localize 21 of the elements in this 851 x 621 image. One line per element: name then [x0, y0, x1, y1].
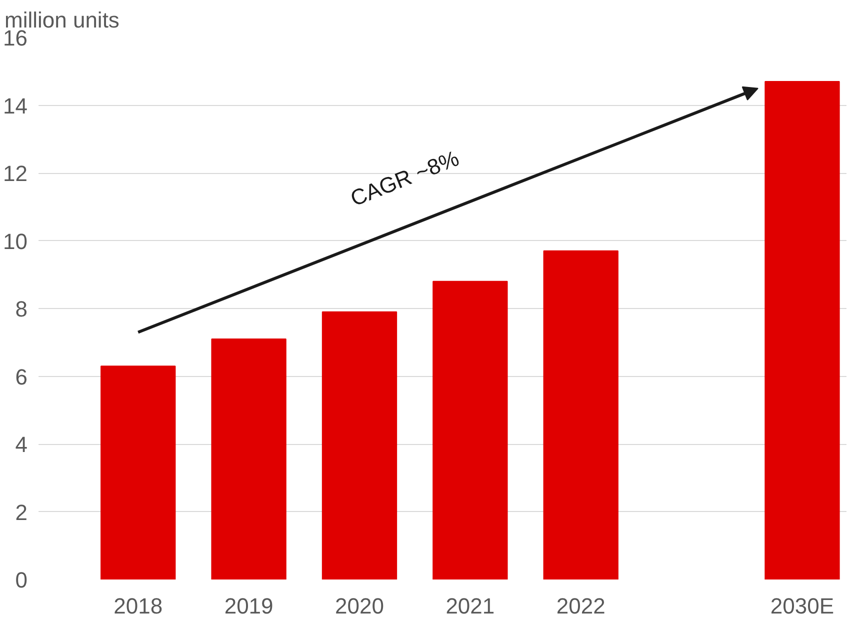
y-tick-label: 0	[15, 568, 28, 592]
bar	[543, 250, 618, 580]
bar	[764, 81, 840, 580]
bar	[211, 338, 286, 580]
x-tick-label: 2018	[114, 594, 163, 618]
y-tick-label: 6	[15, 364, 28, 390]
x-tick-label: 2030E	[770, 594, 834, 618]
annotation: CAGR ~8%	[346, 146, 462, 212]
bar	[100, 366, 176, 580]
bar	[322, 311, 398, 580]
x-tick-label: 2022	[556, 594, 606, 618]
y-tick-label: 10	[3, 228, 28, 254]
bar	[432, 280, 508, 580]
y-tick-label: 4	[15, 432, 28, 457]
y-tick-label: 2	[15, 500, 28, 525]
x-tick-label: 2020	[335, 594, 384, 618]
y-tick-label: 8	[15, 296, 28, 322]
x-tick-label: 2021	[446, 594, 495, 618]
y-tick-label: 14	[3, 93, 28, 118]
x-tick-label: 2019	[224, 594, 274, 618]
y-tick-label: 12	[3, 161, 28, 186]
